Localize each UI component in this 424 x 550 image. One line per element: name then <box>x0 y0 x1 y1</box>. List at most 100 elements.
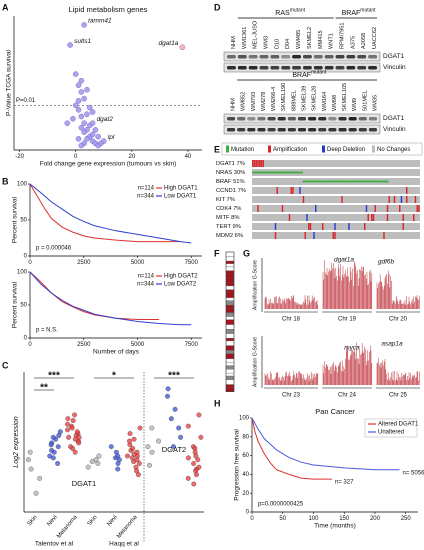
lane-label: RPMI7951 <box>339 23 345 49</box>
dot <box>192 446 198 451</box>
mutation-cell <box>259 171 261 174</box>
blot-band <box>335 55 345 59</box>
mutation-cell <box>344 180 347 183</box>
chromosome-band <box>225 307 235 313</box>
legend-n: n=114 <box>138 274 155 280</box>
row-label: Vinculin <box>383 64 406 71</box>
mutation-cell <box>295 171 298 174</box>
blot-band <box>267 117 276 121</box>
y-tick-label: 0 <box>24 254 28 260</box>
dot <box>115 453 121 459</box>
mutation-cell <box>283 171 286 174</box>
amplification-cell <box>399 205 401 212</box>
blot-band <box>368 128 377 132</box>
dot <box>149 449 155 455</box>
point <box>81 129 87 135</box>
mutation-cell <box>269 171 272 174</box>
chromosome-band <box>225 375 235 381</box>
point <box>100 138 107 144</box>
chromosome-band <box>225 333 235 339</box>
mutation-cell <box>369 180 371 183</box>
x-tick-label: 7500 <box>185 260 199 266</box>
category-label: Nevi <box>46 514 58 527</box>
amplification-cell <box>257 160 259 167</box>
dot <box>165 386 171 392</box>
mutation-cell <box>362 180 364 183</box>
y-axis-label: P-Value TCGA survival <box>6 50 13 116</box>
legend-box <box>364 418 418 438</box>
dot <box>26 457 31 463</box>
dot <box>156 438 162 444</box>
threshold-label: P=0.01 <box>16 98 36 104</box>
chromosome-band <box>225 384 235 388</box>
amplification-cell <box>334 232 336 239</box>
dot <box>185 475 191 481</box>
mutation-cell <box>350 180 352 183</box>
blot-band <box>248 66 258 70</box>
chromosome-band <box>225 297 235 301</box>
legend-label: Low DGAT2 <box>164 282 197 288</box>
mutation-cell <box>266 171 268 174</box>
blot-band <box>346 66 356 70</box>
amplification-cell <box>288 214 291 221</box>
x-tick-label: 0 <box>28 260 32 266</box>
blot-strip <box>223 51 381 62</box>
point-label: sults1 <box>74 38 91 45</box>
mutation-cell <box>313 180 315 183</box>
blot-band <box>328 128 337 132</box>
gene-label: DGAT1 <box>72 479 96 488</box>
dot <box>168 416 174 422</box>
y-tick-label: 40 <box>242 472 249 478</box>
dot <box>198 434 204 440</box>
dot <box>115 466 121 472</box>
blot-band <box>281 66 291 70</box>
row-label: Vinculin <box>383 126 406 133</box>
amplification-cell <box>281 205 284 212</box>
x-tick-label: 2500 <box>77 260 91 266</box>
n-label: n= 5056 <box>403 470 424 476</box>
y-tick-label: 0 <box>24 336 28 342</box>
chromosome-label: Chr 19 <box>338 317 357 323</box>
mutation-cell <box>306 180 308 183</box>
chromosome-label: Chr 18 <box>282 317 301 323</box>
deletion-cell <box>400 196 403 203</box>
amplification-cell <box>383 232 385 239</box>
lane-label: 501MEL <box>362 90 368 111</box>
amplification-cell <box>259 160 261 167</box>
dot <box>185 423 191 429</box>
y-axis-label: Percent survival <box>12 281 19 328</box>
mutation-cell <box>339 180 342 183</box>
blot-band <box>287 117 296 121</box>
lane-label: WM793 <box>251 92 257 111</box>
legend-label: Amplification <box>273 147 307 153</box>
dot <box>137 425 143 431</box>
dot <box>76 440 82 446</box>
deletion-cell <box>348 223 350 230</box>
point-label: dgat2 <box>97 116 114 123</box>
category-label: Skin <box>27 514 39 527</box>
amplification-cell <box>308 223 310 230</box>
lane-label: MM415 <box>318 30 324 49</box>
blot-band <box>259 66 269 70</box>
p-value: p=0.0000000425 <box>258 502 304 508</box>
mutation-cell <box>276 171 279 174</box>
x-tick-label: 5000 <box>131 342 145 348</box>
chromosome-band <box>225 369 235 374</box>
x-tick-label: 150 <box>339 516 350 522</box>
amplification-cell <box>341 196 343 203</box>
amplification-cell <box>276 187 278 194</box>
legend-n: n=344 <box>137 194 155 200</box>
mutation-cell <box>336 180 338 183</box>
dot <box>178 434 184 440</box>
point <box>92 127 99 133</box>
x-tick-label: 5000 <box>131 260 145 266</box>
mutation-cell <box>383 180 385 183</box>
mutation-cell <box>378 180 380 183</box>
x-tick-label: 200 <box>370 516 381 522</box>
row-background <box>252 232 420 239</box>
point-label: tamm41 <box>88 18 112 25</box>
dot <box>125 453 130 459</box>
dot <box>165 393 170 399</box>
blot-band <box>308 117 317 121</box>
legend-label: High DGAT2 <box>164 274 198 280</box>
